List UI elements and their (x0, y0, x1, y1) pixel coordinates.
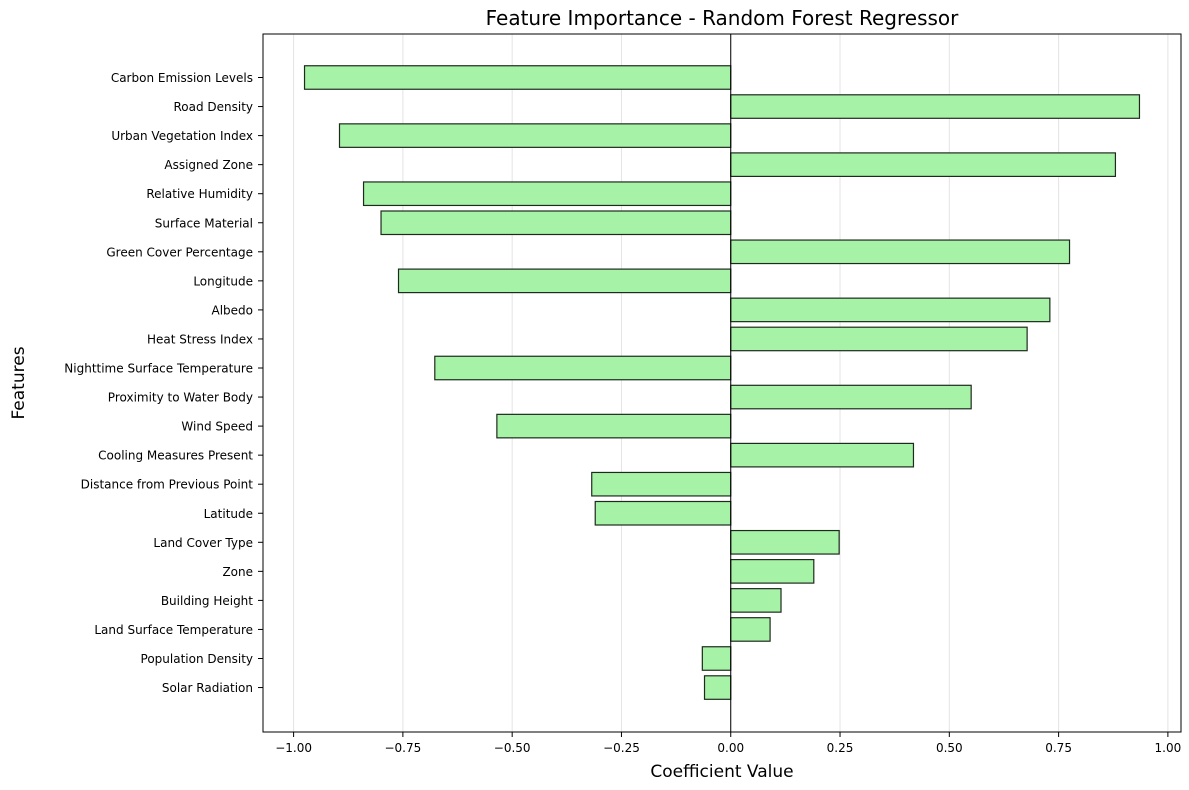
y-tick-label: Building Height (161, 594, 253, 608)
y-axis-title: Features (9, 346, 29, 419)
axes (262, 33, 1182, 733)
y-tick-label: Assigned Zone (164, 158, 253, 172)
x-axis-title: Coefficient Value (650, 762, 793, 782)
x-tick-label: 0.00 (717, 741, 744, 755)
bar (591, 471, 732, 497)
y-tick-label: Carbon Emission Levels (111, 71, 253, 85)
x-tick-label: 0.50 (936, 741, 963, 755)
bar (701, 646, 732, 671)
x-tick-label: −0.75 (384, 741, 421, 755)
y-tick-label: Wind Speed (181, 420, 253, 434)
bar (730, 384, 972, 410)
x-tick-label: 0.75 (1045, 741, 1072, 755)
bar (362, 181, 732, 207)
bar (338, 123, 732, 148)
y-tick-label: Road Density (173, 100, 253, 114)
y-tick-label: Land Cover Type (153, 536, 253, 550)
chart-title: Feature Importance - Random Forest Regre… (486, 6, 960, 30)
x-tick-label: 1.00 (1155, 741, 1182, 755)
bar (730, 558, 815, 584)
y-tick-label: Urban Vegetation Index (111, 129, 253, 143)
y-tick-label: Distance from Previous Point (81, 478, 254, 492)
y-tick-label: Longitude (193, 274, 253, 288)
bar (730, 239, 1071, 265)
bar (730, 588, 782, 613)
bar (730, 94, 1141, 119)
x-tick-label: −0.25 (603, 741, 640, 755)
y-tick-label: Latitude (204, 507, 253, 521)
y-tick-label: Relative Humidity (146, 187, 253, 201)
bar (380, 210, 732, 236)
bar (303, 65, 732, 90)
bars (303, 65, 1141, 700)
y-tick-label: Cooling Measures Present (98, 449, 253, 463)
y-tick-label: Solar Radiation (162, 681, 253, 695)
y-tick-label: Proximity to Water Body (108, 391, 253, 405)
y-ticks: Carbon Emission Levels Road Density Urban … (64, 71, 263, 695)
y-tick-label: Land Surface Temperature (94, 623, 253, 637)
bar (730, 326, 1028, 352)
x-tick-label: 0.25 (827, 741, 854, 755)
bar (594, 500, 732, 526)
y-tick-label: Surface Material (155, 216, 253, 230)
bar (703, 675, 732, 700)
bar (730, 152, 1117, 177)
y-tick-label: Heat Stress Index (147, 332, 253, 346)
bar (397, 268, 732, 294)
y-tick-label: Green Cover Percentage (106, 245, 253, 259)
x-ticks: −1.00 −0.75 −0.50 −0.25 0.00 0.25 0.50 0.75 1.00 (275, 732, 1181, 755)
bar (434, 355, 732, 381)
y-tick-label: Albedo (211, 303, 253, 317)
bar (730, 297, 1051, 323)
y-tick-label: Nighttime Surface Temperature (64, 362, 253, 376)
bar (730, 442, 915, 468)
y-tick-label: Population Density (141, 652, 253, 666)
x-tick-label: −1.00 (275, 741, 312, 755)
plot-frame (262, 33, 1182, 733)
bar (730, 617, 771, 642)
x-tick-label: −0.50 (494, 741, 531, 755)
bar (496, 413, 732, 439)
bar (730, 529, 840, 555)
y-tick-label: Zone (222, 565, 253, 579)
